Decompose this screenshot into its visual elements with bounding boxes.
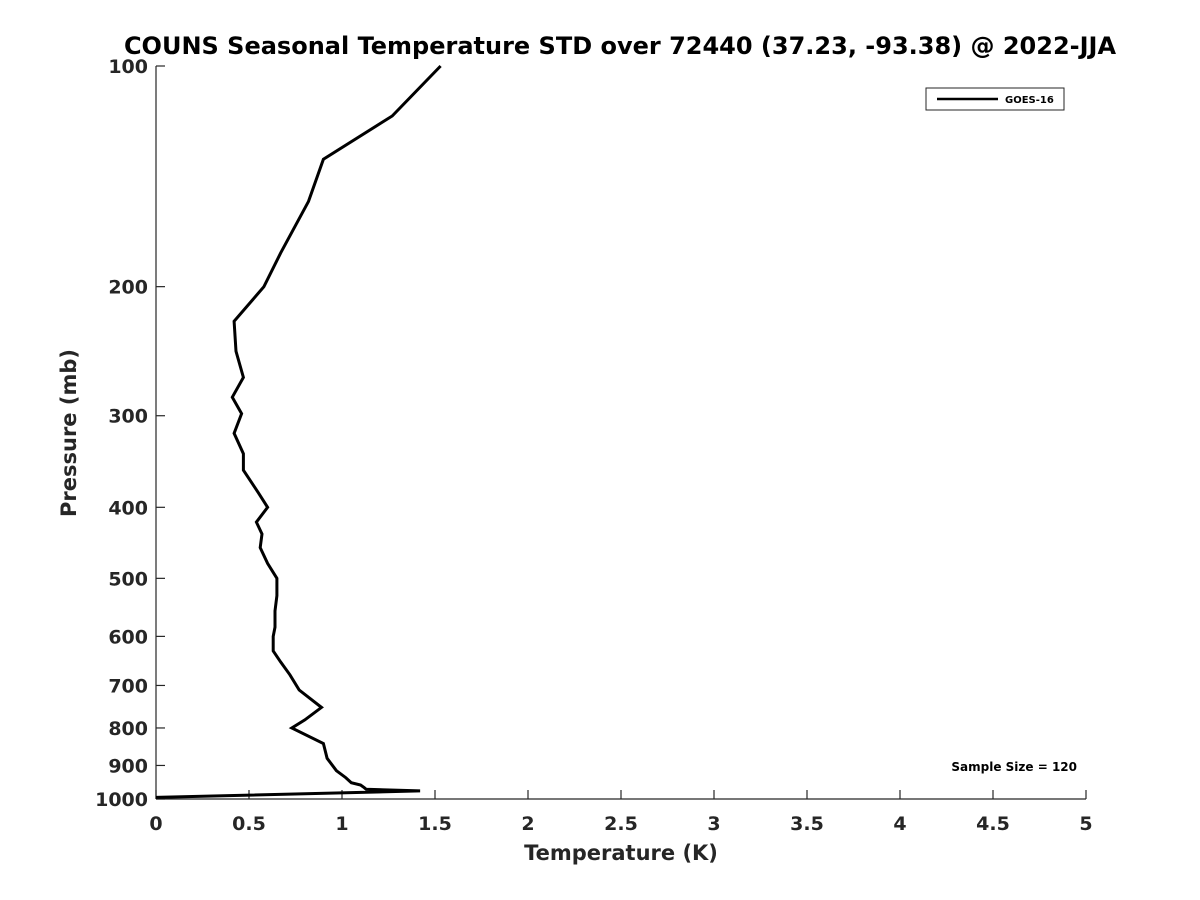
legend-entry-goes-16: GOES-16 bbox=[1005, 95, 1054, 106]
series-line-goes-16 bbox=[155, 64, 442, 799]
x-tick-label: 1.5 bbox=[418, 813, 452, 835]
x-tick-label: 0.5 bbox=[232, 813, 266, 835]
y-tick-label: 1000 bbox=[95, 789, 148, 811]
x-ticks: 0 0.5 1 1.5 2 2.5 3 3.5 4 4.5 5 bbox=[149, 790, 1093, 835]
y-tick-label: 800 bbox=[108, 718, 148, 740]
chart-title: COUNS Seasonal Temperature STD over 7244… bbox=[124, 32, 1117, 60]
y-tick-label: 300 bbox=[108, 406, 148, 428]
x-tick-label: 4 bbox=[893, 813, 906, 835]
y-tick-label: 600 bbox=[108, 626, 148, 648]
y-tick-label: 700 bbox=[108, 675, 148, 697]
x-tick-label: 5 bbox=[1079, 813, 1092, 835]
series-lines bbox=[155, 64, 442, 799]
legend: GOES-16 bbox=[925, 87, 1065, 111]
sample-size-annotation: Sample Size = 120 bbox=[951, 760, 1077, 774]
y-ticks: 100 200 300 400 500 600 700 800 900 1000 bbox=[95, 56, 165, 811]
x-tick-label: 2 bbox=[521, 813, 534, 835]
axes bbox=[155, 66, 1086, 800]
x-tick-label: 1 bbox=[335, 813, 348, 835]
x-tick-label: 3 bbox=[707, 813, 720, 835]
y-axis-label: Pressure (mb) bbox=[57, 349, 81, 517]
x-axis-label: Temperature (K) bbox=[524, 841, 718, 865]
x-tick-label: 2.5 bbox=[604, 813, 638, 835]
y-tick-label: 100 bbox=[108, 56, 148, 78]
x-tick-label: 0 bbox=[149, 813, 162, 835]
x-tick-label: 3.5 bbox=[790, 813, 824, 835]
y-tick-label: 400 bbox=[108, 497, 148, 519]
y-tick-label: 200 bbox=[108, 277, 148, 299]
x-tick-label: 4.5 bbox=[976, 813, 1010, 835]
y-tick-label: 500 bbox=[108, 568, 148, 590]
y-tick-label: 900 bbox=[108, 755, 148, 777]
